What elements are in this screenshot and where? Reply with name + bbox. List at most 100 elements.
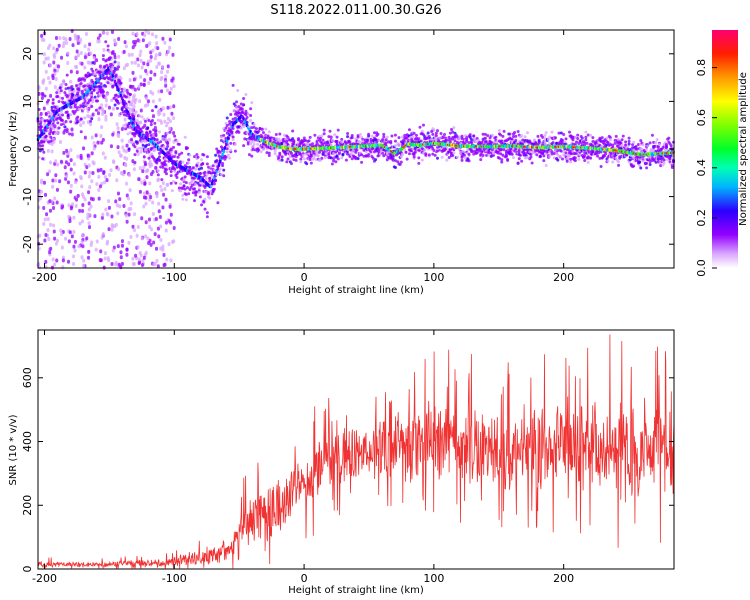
spectrogram-cell (591, 140, 595, 144)
spectrogram-cell (645, 161, 649, 165)
spectrogram-cell (286, 136, 290, 140)
spectrogram-cell (40, 125, 44, 129)
spectrogram-cell (421, 123, 425, 127)
spectrogram-cell (69, 158, 73, 163)
spectrogram-cell (140, 216, 144, 221)
spectrogram-cell (272, 140, 276, 144)
spectrogram-cell (127, 207, 131, 212)
spectrogram-cell (58, 113, 62, 117)
spectrogram-cell (52, 60, 56, 65)
spectrogram-cell (141, 38, 145, 43)
spectrogram-cell (169, 170, 173, 174)
spectrogram-cell (42, 180, 46, 185)
spectrogram-cell (360, 153, 364, 157)
spectrogram-cell (49, 139, 53, 143)
spectrogram-ridge-cell (210, 181, 214, 186)
spectrogram-cell (471, 149, 475, 153)
spectrogram-cell (219, 139, 223, 143)
spectrogram-cell (131, 107, 135, 111)
snr-y-tick-label: 0 (21, 566, 34, 573)
spectrogram-cell (44, 56, 48, 61)
spectrogram-cell (208, 177, 212, 181)
spectrogram-cell (614, 156, 618, 160)
spectrogram-cell (242, 103, 246, 107)
spectrogram-cell (134, 97, 138, 102)
spectrogram-cell (650, 133, 654, 137)
spectrogram-cell (382, 135, 386, 139)
spectrogram-cell (252, 125, 256, 129)
spectrogram-cell (632, 140, 636, 144)
spectrogram-y-tick-label: 0 (21, 146, 34, 153)
spectrogram-cell (671, 160, 675, 164)
spectrogram-cell (62, 150, 66, 155)
spectrogram-cell (120, 127, 124, 132)
spectrogram-cell (119, 255, 123, 260)
spectrogram-cell (516, 161, 520, 165)
spectrogram-cell (120, 171, 124, 176)
spectrogram-cell (316, 154, 320, 158)
spectrogram-cell (312, 156, 316, 160)
spectrogram-cell (44, 233, 48, 238)
spectrogram-cell (106, 81, 110, 85)
spectrogram-cell (149, 242, 153, 247)
spectrogram-cell (489, 151, 493, 155)
spectrogram-cell (110, 223, 114, 228)
spectrogram-cell (136, 245, 140, 250)
spectrogram-cell (548, 141, 552, 145)
spectrogram-cell (62, 79, 66, 83)
spectrogram-cell (251, 147, 255, 151)
spectrogram-cell (75, 197, 79, 202)
spectrogram-cell (131, 256, 135, 261)
spectrogram-cell (231, 83, 235, 87)
spectrogram-cell (117, 167, 121, 172)
spectrogram-cell (101, 54, 105, 58)
spectrogram-cell (112, 96, 116, 100)
spectrogram-cell (289, 162, 293, 166)
spectrogram-cell (344, 158, 348, 162)
spectrogram-cell (257, 148, 261, 152)
spectrogram-cell (154, 105, 158, 109)
spectrogram-cell (501, 153, 505, 157)
spectrogram-cell (122, 66, 126, 71)
spectrogram-cell (44, 129, 48, 133)
spectrogram-cell (497, 156, 501, 160)
spectrogram-cell (142, 82, 146, 87)
spectrogram-cell (181, 197, 185, 201)
spectrogram-cell (521, 142, 525, 146)
spectrogram-cell (413, 150, 417, 154)
spectrogram-cell (214, 153, 218, 157)
spectrogram-cell (329, 143, 333, 147)
spectrogram-x-tick-label: 100 (423, 271, 444, 284)
spectrogram-cell (195, 190, 199, 194)
spectrogram-cell (116, 145, 120, 150)
spectrogram-cell (233, 142, 237, 146)
spectrogram-cell (215, 147, 219, 151)
spectrogram-cell (101, 95, 105, 99)
spectrogram-cell (274, 132, 278, 136)
spectrogram-cell (632, 164, 636, 168)
spectrogram-cell (99, 90, 103, 94)
spectrogram-cell (66, 51, 70, 56)
spectrogram-cell (83, 55, 87, 60)
spectrogram-cell (643, 157, 647, 161)
spectrogram-cell (173, 169, 177, 173)
spectrogram-cell (374, 158, 378, 162)
spectrogram-cell (218, 150, 222, 154)
spectrogram-cell (369, 137, 373, 141)
spectrogram-cell (181, 193, 185, 197)
spectrogram-cell (627, 136, 631, 140)
spectrogram-cell (483, 132, 487, 136)
spectrogram-cell (207, 192, 211, 196)
spectrogram-cell (274, 136, 278, 140)
spectrogram-cell (71, 43, 75, 48)
spectrogram-cell (432, 128, 436, 132)
spectrogram-cell (166, 69, 170, 74)
spectrogram-cell (132, 117, 136, 121)
spectrogram-cell (111, 106, 115, 111)
spectrogram-cell (104, 117, 108, 122)
spectrogram-cell (116, 126, 120, 131)
spectrogram-cell (104, 103, 108, 108)
spectrogram-cell (132, 77, 136, 82)
spectrogram-cell (39, 196, 43, 201)
spectrogram-cell (670, 165, 674, 169)
